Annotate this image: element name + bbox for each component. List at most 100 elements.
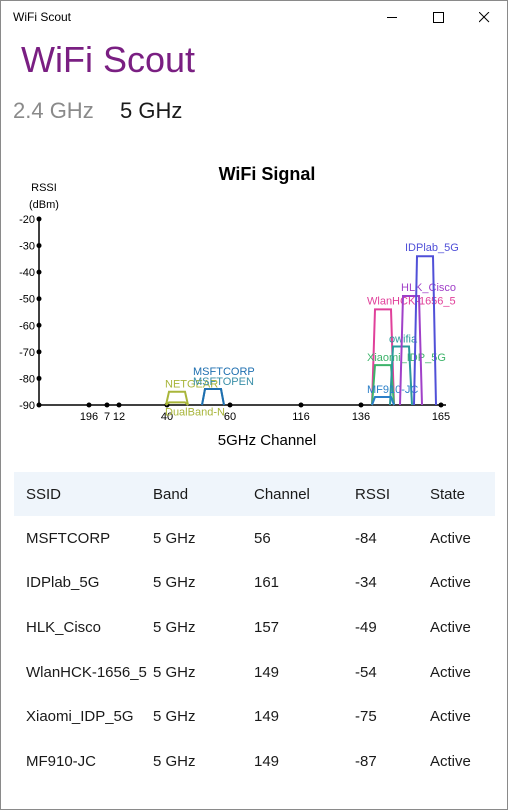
series-label: HLK_Cisco (401, 282, 456, 294)
window-title: WiFi Scout (13, 10, 72, 24)
state-cell: Active (430, 708, 471, 726)
header-band[interactable]: Band (153, 485, 189, 503)
table-row[interactable]: IDPlab_5G 5 GHz 161 -34 Active (14, 561, 495, 606)
series-label: MSFTCORP (193, 366, 255, 378)
series-label: Xiaomi_IDP_5G (367, 352, 446, 364)
y-tick-mark (36, 296, 42, 302)
ssid-cell: MSFTCORP (26, 529, 111, 547)
y-tick-mark (36, 349, 42, 355)
maximize-button[interactable] (415, 1, 461, 33)
table-row[interactable]: Xiaomi_IDP_5G 5 GHz 149 -75 Active (14, 694, 495, 739)
signal-curve (371, 364, 395, 406)
header-ssid[interactable]: SSID (26, 485, 62, 503)
table-header: SSID Band Channel RSSI State (14, 472, 495, 516)
rssi-cell: -75 (355, 708, 377, 726)
close-icon (478, 11, 489, 22)
table-body: MSFTCORP 5 GHz 56 -84 Active IDPlab_5G 5 GHz 16… (14, 516, 495, 784)
header-state[interactable]: State (430, 485, 466, 503)
x-axis-label: 5GHz Channel (218, 432, 316, 449)
table-row[interactable]: MSFTCORP 5 GHz 56 -84 Active (14, 516, 495, 561)
rssi-cell: -34 (355, 574, 377, 592)
series-label: WlanHCK-1656_5 (367, 295, 456, 307)
x-tick-label: 12 (113, 411, 125, 423)
x-tick-label: 40 (161, 411, 173, 423)
x-tick-label: 60 (224, 411, 236, 423)
x-tick-mark (86, 402, 92, 408)
x-tick-mark (104, 402, 110, 408)
signal-curve (399, 295, 423, 406)
x-tick-mark (116, 402, 122, 408)
signal-curve (201, 388, 225, 406)
state-cell: Active (430, 618, 471, 636)
series-label: NETGEAR (165, 379, 218, 391)
x-tick-mark (298, 402, 304, 408)
x-tick-label: 7 (104, 411, 110, 423)
y-tick-mark (36, 216, 42, 222)
header-channel[interactable]: Channel (254, 485, 310, 503)
band-cell: 5 GHz (153, 752, 196, 770)
y-tick-mark (36, 375, 42, 381)
state-cell: Active (430, 752, 471, 770)
y-tick-label: -70 (19, 347, 35, 359)
y-tick-label: -60 (19, 320, 35, 332)
y-tick-label: -20 (19, 214, 35, 226)
ssid-cell: WlanHCK-1656_5 (26, 663, 147, 681)
header-rssi[interactable]: RSSI (355, 485, 391, 503)
signal-curve (413, 255, 437, 406)
series-label: MF910-JC (367, 384, 418, 396)
y-tick-mark (36, 402, 42, 408)
y-tick-label: -30 (19, 241, 35, 253)
title-bar[interactable]: WiFi Scout (1, 1, 507, 33)
maximize-icon (432, 11, 444, 23)
x-tick-mark (438, 402, 444, 408)
channel-cell: 149 (254, 663, 280, 681)
channel-cell: 149 (254, 708, 280, 726)
table-row[interactable]: MF910-JC 5 GHz 149 -87 Active (14, 739, 495, 784)
signal-curve (371, 396, 395, 406)
y-tick-label: -40 (19, 267, 35, 279)
state-cell: Active (430, 529, 471, 547)
series-label: MSFTOPEN (193, 376, 254, 388)
chart-title: WiFi Signal (219, 164, 316, 184)
band-cell: 5 GHz (153, 574, 196, 592)
table-row[interactable]: WlanHCK-1656_5 5 GHz 149 -54 Active (14, 650, 495, 695)
app-title: WiFi Scout (21, 39, 196, 80)
table-row[interactable]: HLK_Cisco 5 GHz 157 -49 Active (14, 605, 495, 650)
y-axis-label: RSSI (31, 182, 57, 194)
x-tick-mark (227, 402, 233, 408)
y-tick-label: -50 (19, 294, 35, 306)
y-axis-label-unit: (dBm) (29, 199, 59, 211)
channel-cell: 161 (254, 574, 280, 592)
rssi-cell: -54 (355, 663, 377, 681)
band-cell: 5 GHz (153, 663, 196, 681)
network-table: SSID Band Channel RSSI State MSFTCORP 5 G… (14, 472, 495, 784)
rssi-cell: -87 (355, 752, 377, 770)
tab-5ghz[interactable]: 5 GHz (120, 98, 183, 123)
minimize-icon (386, 16, 397, 18)
signal-curve (165, 390, 189, 406)
y-tick-mark (36, 269, 42, 275)
band-cell: 5 GHz (153, 708, 196, 726)
ssid-cell: Xiaomi_IDP_5G (26, 708, 134, 726)
x-tick-mark (358, 402, 364, 408)
minimize-button[interactable] (369, 1, 415, 33)
band-cell: 5 GHz (153, 618, 196, 636)
state-cell: Active (430, 663, 471, 681)
channel-cell: 157 (254, 618, 280, 636)
ssid-cell: HLK_Cisco (26, 618, 102, 636)
x-tick-label: 165 (432, 411, 450, 423)
x-tick-label: 136 (352, 411, 370, 423)
series-label: DualBand-N (165, 406, 225, 418)
channel-cell: 56 (254, 529, 271, 547)
series-label: IDPlab_5G (405, 242, 459, 254)
tab-2-4ghz[interactable]: 2.4 GHz (13, 98, 94, 123)
y-tick-mark (36, 243, 42, 249)
y-tick-mark (36, 322, 42, 328)
ssid-cell: MF910-JC (26, 752, 97, 770)
signal-curve (165, 401, 189, 406)
y-tick-label: -90 (19, 400, 35, 412)
close-button[interactable] (461, 1, 507, 33)
wifi-signal-chart: WiFi Signal RSSI (dBm) -20 -30 -40 -50 -60 -7… (19, 164, 459, 449)
x-tick-label: 196 (80, 411, 98, 423)
ssid-cell: IDPlab_5G (26, 574, 100, 592)
